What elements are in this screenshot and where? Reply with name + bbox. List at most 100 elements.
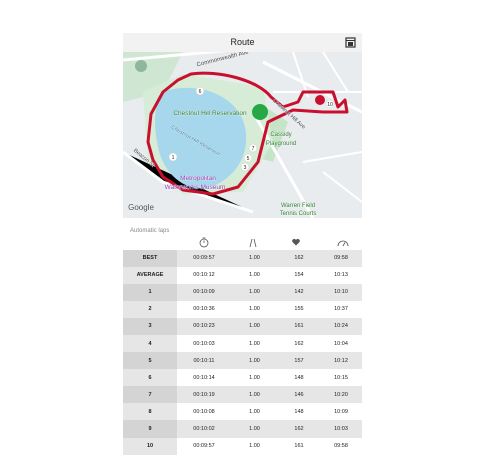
lap-pin: [243, 153, 253, 163]
table-cell: 00:10:02: [193, 425, 215, 432]
lap-pin: [240, 162, 250, 172]
map-label: Metropolitan: [180, 175, 216, 182]
table-cell: 10:09: [334, 408, 348, 415]
table-cell: 1.00: [249, 255, 260, 262]
header-title: Route: [230, 37, 255, 47]
map-label: Playground: [266, 141, 296, 147]
end-marker: [315, 95, 325, 105]
table-cell: 162: [294, 340, 304, 347]
table-cell: 10: [123, 437, 177, 455]
table-cell: 1.00: [249, 443, 260, 450]
table-cell: 10:13: [334, 272, 348, 279]
table-cell: 10:37: [334, 306, 348, 313]
table-cell: 00:10:19: [193, 391, 215, 398]
table-cell: 00:09:57: [193, 443, 215, 450]
table-cell: 7: [123, 386, 177, 404]
map-label: Cassidy: [270, 132, 291, 138]
lap-pin-label: 5: [247, 156, 250, 162]
lap-row: 2 00:10:36 1.00 155 10:37: [123, 300, 362, 318]
map-label: Warren Field: [281, 203, 315, 209]
lap-pin: [248, 143, 258, 153]
table-cell: 1.00: [249, 391, 260, 398]
table-cell: 5: [123, 352, 177, 370]
lap-pin-label: 7: [252, 146, 255, 152]
table-cell: 09:58: [334, 443, 348, 450]
table-cell: 142: [294, 289, 304, 296]
table-cell: 1.00: [249, 357, 260, 364]
table-cell: 148: [294, 374, 304, 381]
table-cell: 154: [294, 272, 304, 279]
lap-row: 6 00:10:14 1.00 148 10:15: [123, 369, 362, 387]
laps-subtitle: Automatic laps: [130, 228, 170, 234]
lap-row: AVERAGE 00:10:12 1.00 154 10:13: [123, 266, 362, 284]
lap-pin-label: 3: [244, 165, 247, 171]
table-cell: 1.00: [249, 374, 260, 381]
map-label: Google: [128, 203, 154, 212]
table-cell: 00:10:12: [193, 272, 215, 279]
table-cell: 162: [294, 425, 304, 432]
table-cell: 157: [294, 357, 304, 364]
lap-row: 10 00:09:57 1.00 161 09:58: [123, 437, 362, 455]
table-cell: 10:04: [334, 340, 348, 347]
table-cell: AVERAGE: [123, 266, 177, 284]
table-cell: 9: [123, 420, 177, 438]
table-cell: 00:10:14: [193, 374, 215, 381]
laps-table: BEST 00:09:57 1.00 162 09:58 AVERAGE 00:10:12 1…: [123, 249, 362, 455]
table-cell: 00:10:08: [193, 408, 215, 415]
table-cell: 162: [294, 255, 304, 262]
start-marker: [252, 104, 268, 120]
table-cell: 09:58: [334, 255, 348, 262]
table-cell: 161: [294, 443, 304, 450]
table-cell: 1.00: [249, 272, 260, 279]
table-cell: 1.00: [249, 323, 260, 330]
table-cell: 1.00: [249, 408, 260, 415]
map-label: Tennis Courts: [280, 211, 317, 217]
table-cell: 155: [294, 306, 304, 313]
table-cell: 4: [123, 334, 177, 353]
table-cell: 8: [123, 403, 177, 421]
table-cell: 1.00: [249, 306, 260, 313]
table-cell: 10:12: [334, 357, 348, 364]
lap-row: 5 00:10:11 1.00 157 10:12: [123, 352, 362, 370]
table-cell: 148: [294, 408, 304, 415]
lap-row: BEST 00:09:57 1.00 162 09:58: [123, 249, 362, 267]
table-cell: 10:24: [334, 323, 348, 330]
table-cell: 00:09:57: [193, 255, 215, 262]
header: Route: [123, 33, 362, 52]
lap-pin: [325, 99, 335, 109]
lap-row: 9 00:10:02 1.00 162 10:03: [123, 420, 362, 438]
table-cell: 6: [123, 369, 177, 387]
lap-pin: [195, 86, 205, 96]
lap-row: 4 00:10:03 1.00 162 10:04: [123, 334, 362, 353]
lap-pin-label: 10: [327, 102, 333, 108]
lap-pin: [168, 152, 178, 162]
table-cell: 00:10:03: [193, 340, 215, 347]
table-cell: 1.00: [249, 289, 260, 296]
route-panel: Route Commonwealth Ave Chestnut Hill Rese…: [123, 33, 362, 456]
lap-row: 8 00:10:08 1.00 148 10:09: [123, 403, 362, 421]
lap-pin-label: 1: [172, 155, 175, 161]
lap-pin-label: 6: [199, 89, 202, 95]
export-icon[interactable]: [345, 37, 357, 49]
lap-row: 1 00:10:09 1.00 142 10:10: [123, 283, 362, 301]
table-cell: 161: [294, 323, 304, 330]
table-cell: 10:03: [334, 425, 348, 432]
lap-row: 7 00:10:19 1.00 146 10:20: [123, 386, 362, 404]
table-cell: 00:10:36: [193, 306, 215, 313]
table-cell: 00:10:09: [193, 289, 215, 296]
table-cell: 3: [123, 317, 177, 335]
table-cell: BEST: [123, 249, 177, 267]
table-cell: 146: [294, 391, 304, 398]
column-icons: [199, 237, 349, 248]
table-cell: 1.00: [249, 340, 260, 347]
route: [146, 71, 349, 196]
lap-row: 3 00:10:23 1.00 161 10:24: [123, 317, 362, 335]
table-cell: 1.00: [249, 425, 260, 432]
table-cell: 00:10:11: [193, 357, 215, 364]
map-label: Chestnut Hill Reservation: [173, 110, 247, 117]
table-cell: 10:15: [334, 374, 348, 381]
table-cell: 00:10:23: [193, 323, 215, 330]
table-cell: 10:10: [334, 289, 348, 296]
